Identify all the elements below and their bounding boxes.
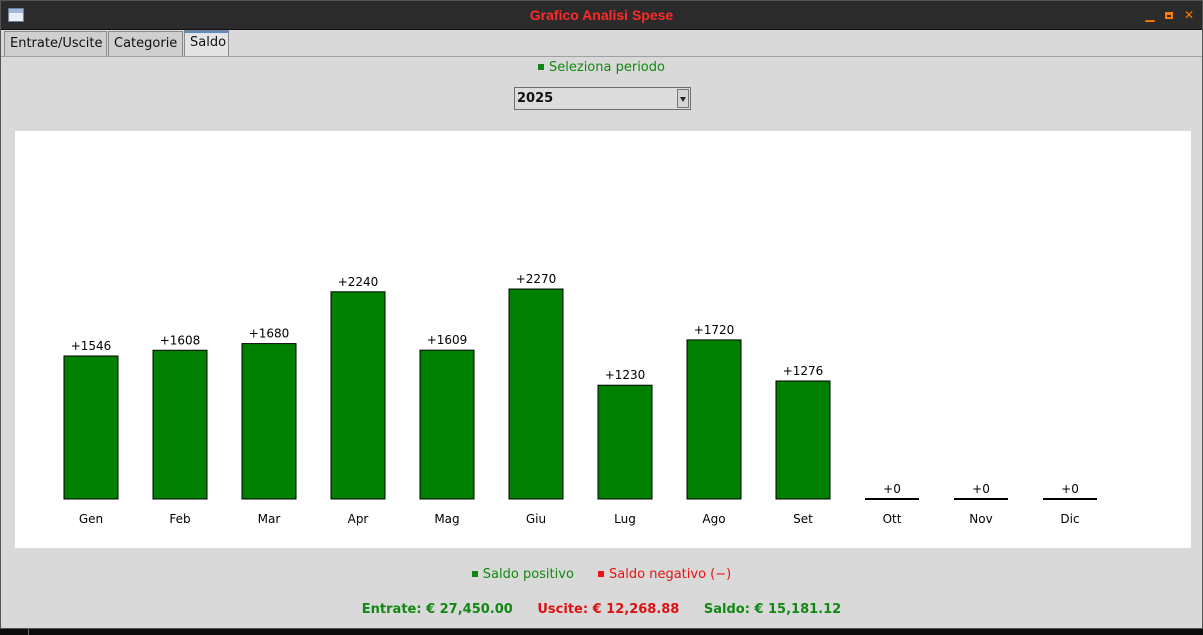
bar-gen	[63, 355, 119, 500]
total-entrate: Entrate: € 27,450.00	[361, 602, 513, 617]
tick-label-apr: Apr	[348, 512, 369, 526]
data-label-mar: +1680	[249, 327, 290, 341]
period-select-value: 2025	[517, 91, 554, 106]
tick-label-ago: Ago	[702, 512, 725, 526]
legend-negative-label: Saldo negativo (−)	[609, 567, 732, 582]
bar-mar	[241, 343, 297, 500]
bar-lug	[597, 384, 653, 500]
tick-label-ott: Ott	[883, 512, 902, 526]
tick-label-feb: Feb	[169, 512, 190, 526]
bar-ago	[686, 339, 742, 500]
period-label-text: Seleziona periodo	[549, 60, 665, 75]
window-app-icon	[8, 8, 24, 22]
legend-negative: Saldo negativo (−)	[598, 567, 731, 582]
total-saldo: Saldo: € 15,181.12	[703, 602, 842, 617]
total-uscite: Uscite: € 12,268.88	[537, 602, 680, 617]
period-label: Seleziona periodo	[1, 60, 1202, 75]
tick-label-dic: Dic	[1060, 512, 1079, 526]
data-label-giu: +2270	[516, 272, 557, 286]
title-bar[interactable]: Grafico Analisi Spese ▁ ✕	[1, 1, 1202, 30]
bar-giu	[508, 288, 564, 500]
tick-label-nov: Nov	[969, 512, 992, 526]
data-label-mag: +1609	[427, 333, 468, 347]
tick-label-mar: Mar	[258, 512, 281, 526]
minimize-icon[interactable]: ▁	[1145, 8, 1155, 22]
window-title: Grafico Analisi Spese	[529, 7, 674, 23]
square-bullet-icon	[598, 570, 605, 577]
tab-categorie[interactable]: Categorie	[108, 31, 183, 56]
data-label-set: +1276	[783, 364, 824, 378]
data-label-lug: +1230	[605, 368, 646, 382]
legend-positive: Saldo positivo	[471, 567, 574, 582]
square-bullet-icon	[538, 63, 545, 70]
tab-saldo[interactable]: Saldo	[184, 30, 229, 57]
bar-feb	[152, 349, 208, 500]
data-label-ago: +1720	[694, 323, 735, 337]
period-select[interactable]: 2025	[514, 87, 691, 110]
data-label-feb: +1608	[160, 333, 201, 347]
tab-entrate-uscite[interactable]: Entrate/Uscite	[4, 31, 107, 56]
chart-legend: Saldo positivo Saldo negativo (−)	[1, 567, 1202, 582]
data-label-apr: +2240	[338, 275, 379, 289]
tick-label-gen: Gen	[79, 512, 103, 526]
square-bullet-icon	[471, 570, 478, 577]
data-label-nov: +0	[972, 482, 990, 496]
maximize-icon[interactable]	[1161, 6, 1177, 24]
balance-chart: +1546 Gen +1608 Feb +1680 Mar +2240 Apr +1609 Mag…	[15, 131, 1191, 548]
data-label-gen: +1546	[71, 339, 112, 353]
close-icon[interactable]: ✕	[1183, 8, 1195, 22]
tick-label-set: Set	[793, 512, 813, 526]
totals-bar: Entrate: € 27,450.00 Uscite: € 12,268.88…	[1, 602, 1202, 617]
taskbar-divider	[28, 629, 29, 635]
tab-divider	[1, 56, 1202, 57]
data-label-dic: +0	[1061, 482, 1079, 496]
legend-positive-label: Saldo positivo	[482, 567, 574, 582]
tick-label-giu: Giu	[526, 512, 546, 526]
taskbar	[0, 629, 1203, 635]
tick-label-lug: Lug	[614, 512, 636, 526]
bar-apr	[330, 291, 386, 500]
balance-chart-svg: +1546 Gen +1608 Feb +1680 Mar +2240 Apr +1609 Mag…	[63, 272, 1097, 526]
data-label-ott: +0	[883, 482, 901, 496]
tick-label-mag: Mag	[434, 512, 459, 526]
bar-mag	[419, 349, 475, 500]
bar-set	[775, 380, 831, 500]
chevron-down-icon[interactable]	[677, 89, 689, 108]
